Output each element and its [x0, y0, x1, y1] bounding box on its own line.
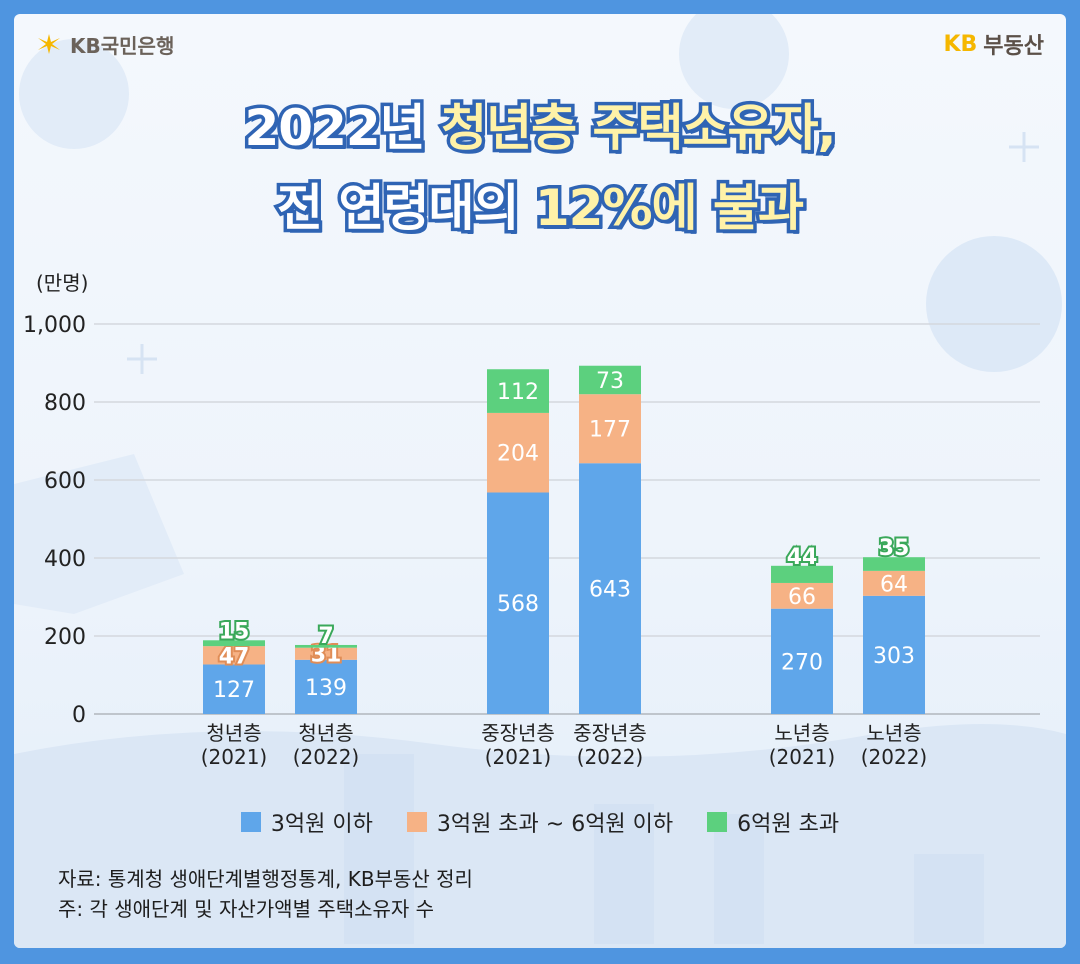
bar-segment	[203, 640, 265, 647]
data-label: 139	[305, 676, 347, 701]
legend-item: 3억원 초과 ~ 6억원 이하	[406, 806, 674, 838]
data-label: 568	[497, 592, 539, 617]
x-tick-label: 청년층	[298, 721, 353, 745]
bar-segment	[203, 664, 265, 714]
y-tick-label: 800	[44, 391, 86, 416]
y-tick-label: 1,000	[23, 313, 86, 338]
bar-segment	[295, 647, 357, 660]
building-decoration	[344, 754, 414, 944]
legend-item: 3억원 이하	[240, 806, 373, 838]
x-tick-label: (2022)	[861, 745, 928, 769]
bar-segment	[579, 394, 641, 464]
bar-segment	[295, 659, 357, 714]
title-line-2: 전 연령대의 12%에 불과	[14, 176, 1066, 241]
coin-decoration	[19, 39, 129, 149]
x-tick-label: (2022)	[577, 745, 644, 769]
title-line2-highlight: 12%에 불과	[531, 176, 807, 241]
city-silhouette	[14, 724, 1066, 948]
data-label: 177	[589, 418, 631, 443]
legend-swatch	[707, 812, 728, 832]
coin-decoration	[679, 14, 789, 109]
title-line-1: 2022년 청년층 주택소유자,	[14, 96, 1066, 161]
stacked-bar-chart: (만명)02004006008001,0001274715청년층(2021)13…	[23, 271, 1040, 769]
data-label: 7	[318, 624, 333, 649]
bill-decoration	[14, 454, 184, 614]
plus-decoration	[1009, 132, 1039, 162]
bar-segment	[863, 570, 925, 596]
bar-segment	[771, 565, 833, 583]
title-line2-part1: 전 연령대의	[274, 176, 535, 241]
building-decoration	[714, 814, 764, 944]
bank-logo-text: KB국민은행	[70, 33, 175, 58]
bar-segment	[487, 412, 549, 493]
bar-segment	[487, 492, 549, 714]
data-label: 112	[497, 380, 539, 405]
bar-segment	[203, 646, 265, 665]
chart-legend: 3억원 이하 3억원 초과 ~ 6억원 이하 6억원 초과	[14, 806, 1066, 838]
data-label: 66	[788, 585, 816, 610]
kb-realestate-logo: KB 부동산	[943, 30, 1044, 60]
data-label: 643	[589, 578, 631, 603]
x-tick-label: 노년층	[866, 721, 921, 745]
footnote: 주: 각 생애단계 및 자산가액별 주택소유자 수	[58, 897, 435, 921]
kb-star-icon	[38, 34, 60, 54]
legend-swatch	[406, 812, 427, 832]
y-tick-label: 400	[44, 547, 86, 572]
coin-decoration	[926, 236, 1062, 372]
bar-segment	[487, 369, 549, 413]
legend-item: 6억원 초과	[707, 806, 839, 838]
data-label: 303	[873, 644, 915, 669]
bar-segment	[863, 557, 925, 571]
data-label: 127	[213, 678, 255, 703]
x-tick-label: 청년층	[206, 721, 261, 745]
title-line1-highlight: 청년층 주택소유자,	[438, 96, 840, 161]
kb-bank-logo: KB국민은행	[36, 30, 174, 58]
data-label: 73	[596, 369, 624, 394]
background-decoration	[14, 14, 1066, 948]
data-label: 270	[781, 650, 823, 675]
title-line1-part1: 2022년	[241, 96, 442, 161]
brand-name: 부동산	[983, 34, 1044, 59]
y-tick-label: 600	[44, 469, 86, 494]
building-decoration	[594, 804, 654, 944]
bar-segment	[579, 463, 641, 714]
building-decoration	[914, 854, 984, 944]
x-tick-label: 노년층	[774, 721, 829, 745]
bar-segment	[771, 608, 833, 714]
data-label: 64	[880, 572, 908, 597]
data-label: 204	[497, 442, 539, 467]
bar-segment	[295, 644, 357, 648]
legend-label: 3억원 초과 ~ 6억원 이하	[436, 812, 674, 837]
chart-notes: 자료: 통계청 생애단계별행정통계, KB부동산 정리 주: 각 생애단계 및 …	[58, 864, 473, 924]
y-unit-label: (만명)	[36, 271, 88, 295]
legend-label: 3억원 이하	[270, 812, 373, 837]
bar-segment	[863, 595, 925, 714]
legend-label: 6억원 초과	[737, 812, 840, 837]
x-tick-label: 중장년층	[573, 721, 647, 745]
legend-swatch	[240, 812, 261, 832]
data-label: 35	[879, 536, 910, 561]
source-note: 자료: 통계청 생애단계별행정통계, KB부동산 정리	[58, 867, 473, 891]
plus-decoration	[127, 344, 157, 374]
y-tick-label: 200	[44, 625, 86, 650]
x-tick-label: (2022)	[293, 745, 360, 769]
data-label: 47	[219, 644, 250, 669]
infographic-frame: KB국민은행 KB 부동산 2022년 청년층 주택소유자, 전 연령대의 12…	[14, 14, 1066, 948]
x-tick-label: 중장년층	[481, 721, 555, 745]
x-tick-label: (2021)	[769, 745, 836, 769]
data-label: 44	[787, 545, 818, 570]
bar-segment	[771, 582, 833, 609]
data-label: 15	[219, 619, 250, 644]
x-tick-label: (2021)	[201, 745, 268, 769]
y-tick-label: 0	[72, 703, 86, 728]
x-tick-label: (2021)	[485, 745, 552, 769]
brand-kb: KB	[943, 31, 978, 57]
bar-segment	[579, 365, 641, 395]
